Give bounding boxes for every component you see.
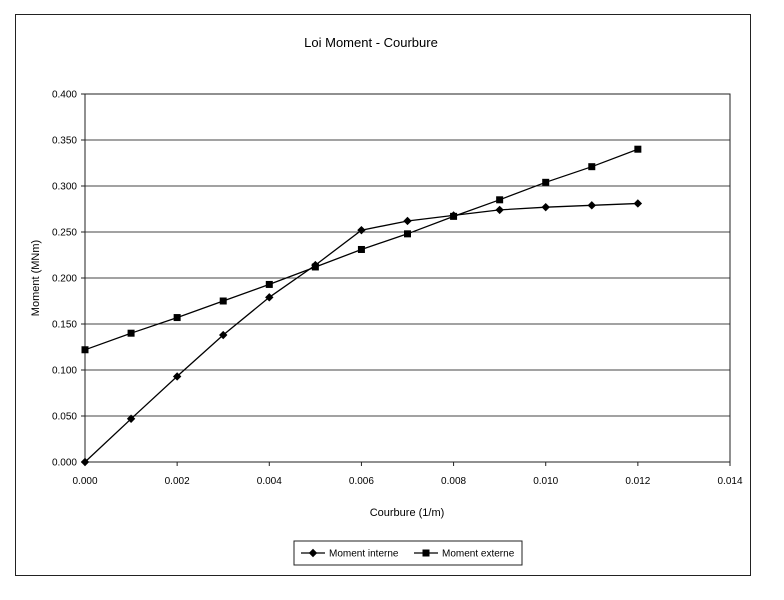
legend-marker [422,549,430,557]
y-tick-label: 0.150 [52,320,77,331]
data-point [265,280,273,288]
series-markers [80,145,643,467]
y-ticks: 0.000 0.050 0.100 0.150 0.200 0.250 0.300 0.350… [52,90,85,469]
data-point [357,225,366,235]
y-tick-label: 0.100 [52,366,77,377]
y-tick-label: 0.000 [52,458,77,469]
legend-marker [308,548,318,558]
data-point [587,201,596,210]
data-point [634,145,642,153]
y-tick-label: 0.050 [52,412,77,423]
series-line-1 [84,202,638,463]
gridlines [85,139,730,417]
legend-label: Moment externe [442,549,515,560]
y-tick-label: 0.250 [52,228,77,239]
x-tick-label: 0.006 [349,476,374,487]
y-tick-label: 0.400 [52,90,77,101]
x-ticks: 0.000 0.002 0.004 0.006 0.008 0.010 0.012 0.014 [72,462,743,487]
x-tick-label: 0.014 [717,476,742,487]
data-point [495,205,504,215]
y-tick-label: 0.300 [52,182,77,193]
chart-svg: Loi Moment - Courbure 0.000 0.002 0.004 0.0… [30,35,743,566]
x-tick-label: 0.012 [625,476,650,487]
data-point [404,230,411,238]
data-point [541,202,550,212]
data-point [126,414,136,423]
y-tick-label: 0.200 [52,274,77,285]
y-axis-label: Moment (MNm) [30,240,42,316]
series-lines [84,148,639,463]
data-point [219,330,228,340]
data-point [127,329,135,337]
y-tick-label: 0.350 [52,136,77,147]
data-point [80,457,90,467]
data-point [496,196,504,204]
x-axis-label: Courbure (1/m) [370,507,445,519]
x-tick-label: 0.008 [441,476,466,487]
legend: Moment interne Moment externe [293,540,523,566]
data-point [265,293,274,302]
data-point [588,163,596,171]
chart-frame: Loi Moment - Courbure 0.000 0.002 0.004 0.0… [15,14,751,576]
data-point [81,346,89,354]
x-tick-label: 0.004 [257,476,282,487]
data-point [219,297,227,305]
data-point [403,216,412,226]
data-point [357,245,365,253]
chart-title: Loi Moment - Courbure [304,35,438,50]
data-point [172,372,182,381]
data-point [542,178,550,186]
data-point [311,263,319,271]
data-point [173,314,181,322]
legend-box [293,540,523,566]
legend-label: Moment interne [329,549,399,560]
data-point [450,212,458,220]
x-tick-label: 0.010 [533,476,558,487]
x-tick-label: 0.002 [165,476,190,487]
x-tick-label: 0.000 [72,476,97,487]
data-point [633,199,643,208]
